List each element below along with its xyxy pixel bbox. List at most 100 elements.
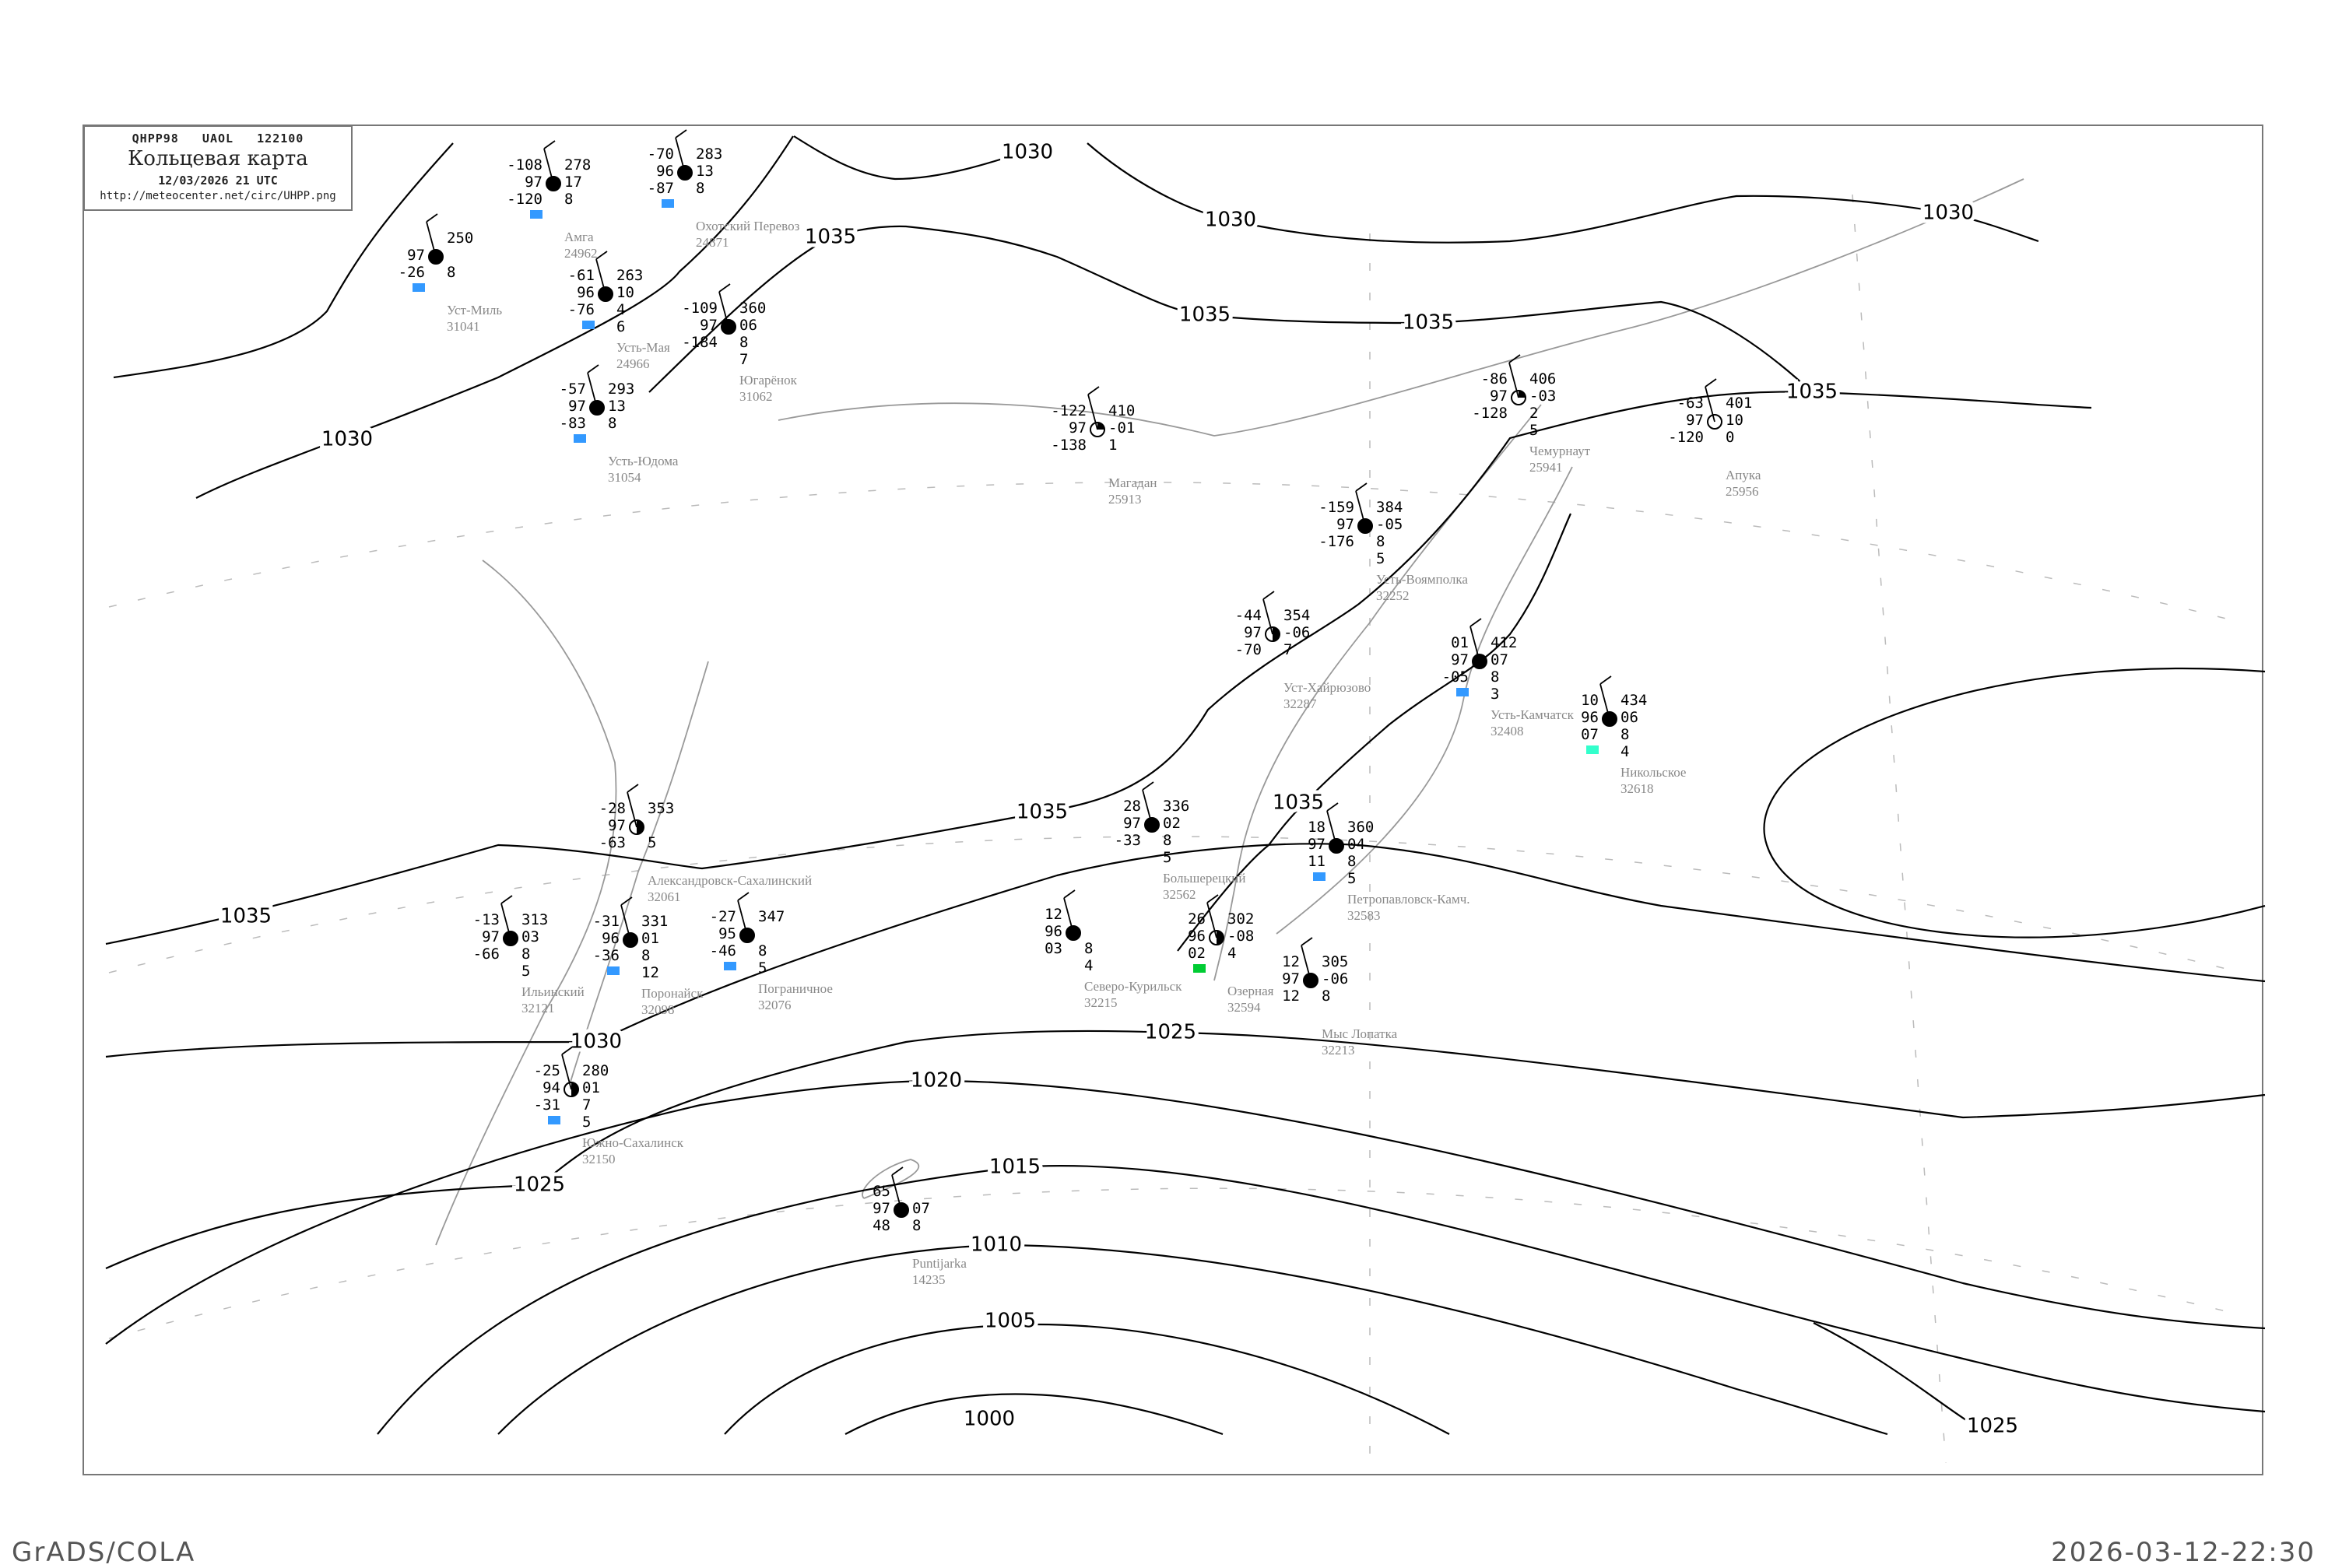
dew-point: 03: [1045, 940, 1062, 957]
low-cloud-amount: 7: [1283, 641, 1292, 658]
pressure: 353: [648, 800, 674, 817]
pressure-tendency: 13: [608, 398, 626, 415]
station-name: Южно-Сахалинск: [582, 1135, 684, 1150]
pressure-tendency: 02: [1163, 815, 1181, 832]
isobar-label: 1030: [1002, 141, 1053, 164]
air-temperature: 10: [1581, 692, 1599, 709]
cloud-height: 5: [521, 963, 530, 980]
visibility: 96: [1045, 923, 1062, 940]
station-name: Усть-Камчатск: [1491, 707, 1575, 722]
cloud-height: 5: [1376, 550, 1385, 567]
dew-point: -36: [593, 947, 620, 964]
visibility: 97: [1123, 815, 1141, 832]
visibility: 97: [1244, 624, 1262, 641]
station-name: Большерецкий: [1163, 871, 1246, 886]
air-temperature: -61: [568, 267, 595, 284]
isobar-label: 1030: [571, 1030, 622, 1054]
pressure-tendency: 07: [912, 1200, 930, 1217]
visibility: 97: [1069, 419, 1087, 437]
isobar-label: 1035: [1786, 381, 1838, 404]
cloud-cover-half-icon: [1217, 931, 1224, 945]
dew-point: -46: [710, 942, 736, 959]
cloud-height: 5: [758, 959, 767, 977]
low-cloud-amount: 2: [1529, 405, 1538, 422]
air-temperature: 26: [1188, 910, 1206, 928]
air-temperature: -63: [1677, 395, 1704, 412]
wind-barb-icon: [1087, 386, 1100, 430]
station-id: 32252: [1376, 588, 1410, 603]
pressure: 280: [582, 1062, 609, 1079]
isobar-label: 1025: [1967, 1415, 2018, 1438]
source-url[interactable]: http://meteocenter.net/circ/UHPP.png: [100, 190, 336, 202]
dew-point: -184: [682, 334, 718, 351]
station-name: Озерная: [1227, 984, 1274, 998]
pressure-tendency: -05: [1376, 516, 1403, 533]
station-name: Петропавловск-Камч.: [1347, 892, 1470, 907]
isobar-label: 1035: [805, 226, 856, 249]
low-cloud-amount: 8: [447, 264, 455, 281]
air-temperature: -57: [560, 381, 586, 398]
dew-point: -63: [599, 834, 626, 851]
visibility: 97: [407, 247, 425, 264]
station-name: Магадан: [1108, 475, 1157, 490]
visibility: 96: [577, 284, 595, 301]
low-cloud-amount: 8: [641, 947, 650, 964]
cloud-height: 5: [582, 1114, 591, 1131]
station-id: 14235: [912, 1272, 946, 1287]
pressure: 293: [608, 381, 634, 398]
precipitation-marker-icon: [724, 962, 736, 970]
isobar-label: 1000: [964, 1408, 1015, 1431]
pressure: 354: [1283, 607, 1310, 624]
footer-timestamp: 2026-03-12-22:30: [2051, 1537, 2316, 1568]
pressure: 360: [1347, 819, 1374, 836]
air-temperature: 65: [873, 1183, 890, 1200]
air-temperature: -13: [473, 911, 500, 928]
air-temperature: -31: [593, 913, 620, 930]
station-plot[interactable]: 97-26 250 8 Уст-Миль 31041: [399, 213, 503, 334]
pressure-tendency: 13: [696, 163, 714, 180]
wind-barb-icon: [543, 140, 556, 184]
station-id: 32150: [582, 1152, 616, 1166]
station-name: Чемурнаут: [1529, 444, 1591, 458]
pressure-tendency: 01: [641, 930, 659, 947]
low-cloud-amount: 1: [1108, 437, 1117, 454]
station-id: 24962: [564, 246, 598, 261]
station-name: Уст-Миль: [447, 303, 502, 317]
station-id: 32562: [1163, 887, 1196, 902]
wind-barb-icon: [426, 213, 438, 258]
pressure-tendency: 10: [616, 284, 634, 301]
isobar-label: 1025: [1145, 1021, 1196, 1044]
visibility: 97: [568, 398, 586, 415]
wind-barb-icon: [1206, 894, 1219, 938]
station-id: 31041: [447, 319, 480, 334]
dew-point: 07: [1581, 726, 1599, 743]
pressure: 360: [739, 300, 766, 317]
isobar-label: 1035: [1403, 311, 1454, 335]
pressure-tendency: -01: [1108, 419, 1135, 437]
cloud-height: 4: [1620, 743, 1629, 760]
